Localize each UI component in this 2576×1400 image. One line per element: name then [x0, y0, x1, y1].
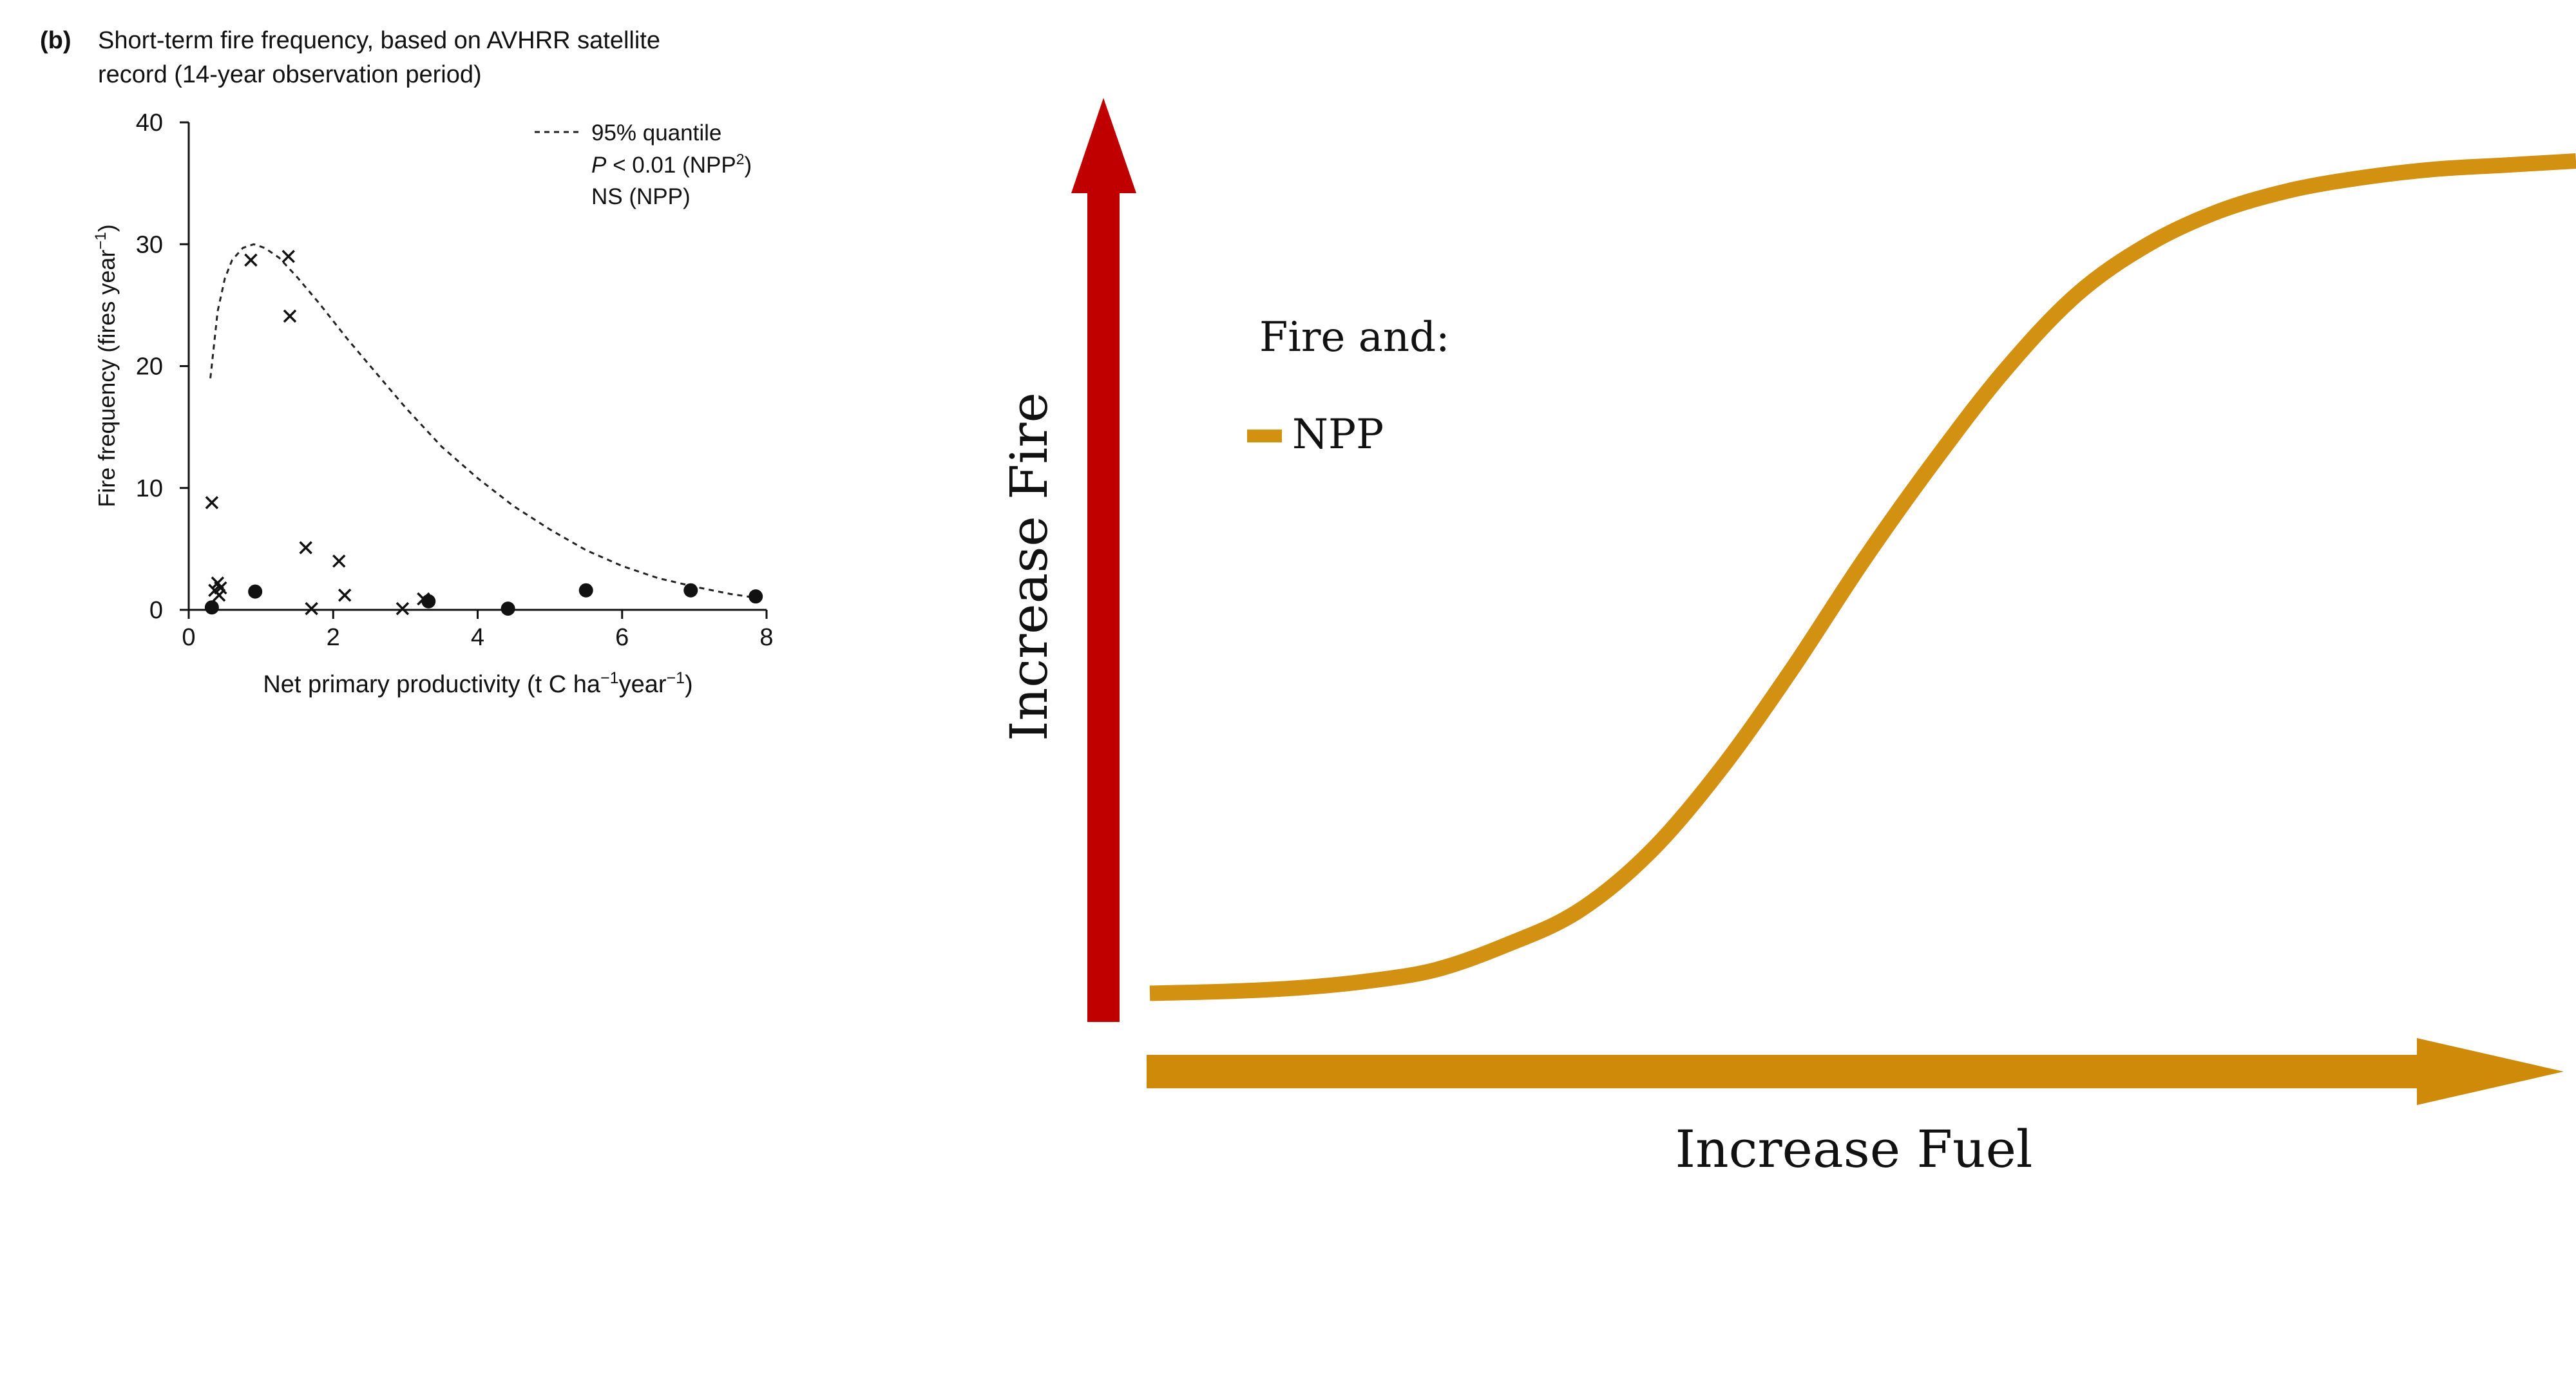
y-tick-label: 20 [136, 354, 163, 381]
legend-p-value: P < 0.01 (NPP2) [591, 151, 752, 178]
x-axis-label: Increase Fuel [1675, 1119, 2033, 1179]
y-tick-label: 40 [136, 109, 163, 137]
chart-legend: 95% quantile P < 0.01 (NPP2) NS (NPP) [535, 120, 752, 209]
dot-marker-point [501, 601, 515, 616]
legend-item-npp: NPP [1292, 411, 1384, 459]
y-axis-title-main: Fire frequency (fires year [93, 250, 120, 507]
y-tick-label: 30 [136, 231, 163, 258]
x-marker-point [281, 249, 295, 263]
x-axis-title-close: ) [685, 671, 693, 698]
data-points [204, 249, 763, 616]
fire-frequency-chart: (b) Short-term fire frequency, based on … [40, 27, 774, 698]
fire-fuel-concept-chart: Increase Fire Increase Fuel Fire and: NP… [999, 98, 2576, 1179]
dot-marker-point [683, 583, 698, 598]
fuel-arrow-shaft [1147, 1055, 2422, 1088]
x-marker-point [283, 309, 297, 323]
x-tick-label: 8 [759, 624, 773, 651]
y-tick-label: 10 [136, 475, 163, 502]
dot-marker-point [749, 589, 763, 604]
legend-ns-label: NS (NPP) [591, 184, 691, 209]
x-tick-label: 4 [471, 624, 484, 651]
legend-swatch [1247, 430, 1282, 442]
dot-marker-point [248, 584, 263, 599]
x-axis-title: Net primary productivity (t C ha−1year−1… [263, 669, 692, 698]
legend-p-sup: 2 [736, 151, 745, 167]
x-marker-point [338, 589, 352, 602]
legend-p-text: < 0.01 (NPP [606, 153, 736, 178]
y-axis-label: Increase Fire [999, 392, 1059, 741]
x-marker-point [396, 601, 410, 616]
dot-marker-point [421, 594, 436, 609]
fire-arrow-head [1071, 98, 1136, 193]
x-axis-title-mid: year [619, 671, 667, 698]
quantile-dashed-curve [209, 243, 756, 599]
x-marker-point [205, 496, 219, 509]
chart-title-line2: record (14-year observation period) [98, 61, 482, 88]
legend-p-symbol: P [591, 153, 607, 178]
x-axis-title-sup1: −1 [600, 669, 619, 687]
x-marker-point [305, 601, 318, 616]
x-marker-point [332, 554, 346, 568]
x-marker-point [214, 581, 227, 595]
fuel-arrow-head [2417, 1038, 2564, 1105]
x-axis-title-main: Net primary productivity (t C ha [263, 671, 601, 698]
y-axis-title-close: ) [93, 224, 120, 232]
dot-marker-point [578, 583, 593, 598]
chart-title-line1: Short-term fire frequency, based on AVHR… [98, 27, 660, 54]
y-axis-title-sup: −1 [92, 232, 110, 249]
y-tick-label: 0 [149, 597, 163, 624]
npp-curve-line [1149, 153, 2576, 1001]
x-tick-label: 2 [327, 624, 340, 651]
legend-title: Fire and: [1259, 314, 1450, 361]
x-tick-label: 0 [182, 624, 195, 651]
x-tick-label: 6 [615, 624, 629, 651]
legend-quantile-label: 95% quantile [591, 120, 721, 146]
quantile-curve-group [209, 243, 756, 599]
dot-marker-point [204, 600, 219, 615]
legend-p-close: ) [745, 153, 752, 178]
axis-ticks: 0 2 4 6 8 0 10 20 30 40 [136, 109, 774, 651]
x-marker-point [299, 541, 312, 554]
x-marker-point [244, 253, 258, 267]
panel-label: (b) [40, 27, 72, 54]
y-axis-title: Fire frequency (fires year−1) [92, 224, 120, 507]
fire-arrow-shaft [1087, 187, 1120, 1022]
x-axis-title-sup2: −1 [666, 669, 685, 687]
